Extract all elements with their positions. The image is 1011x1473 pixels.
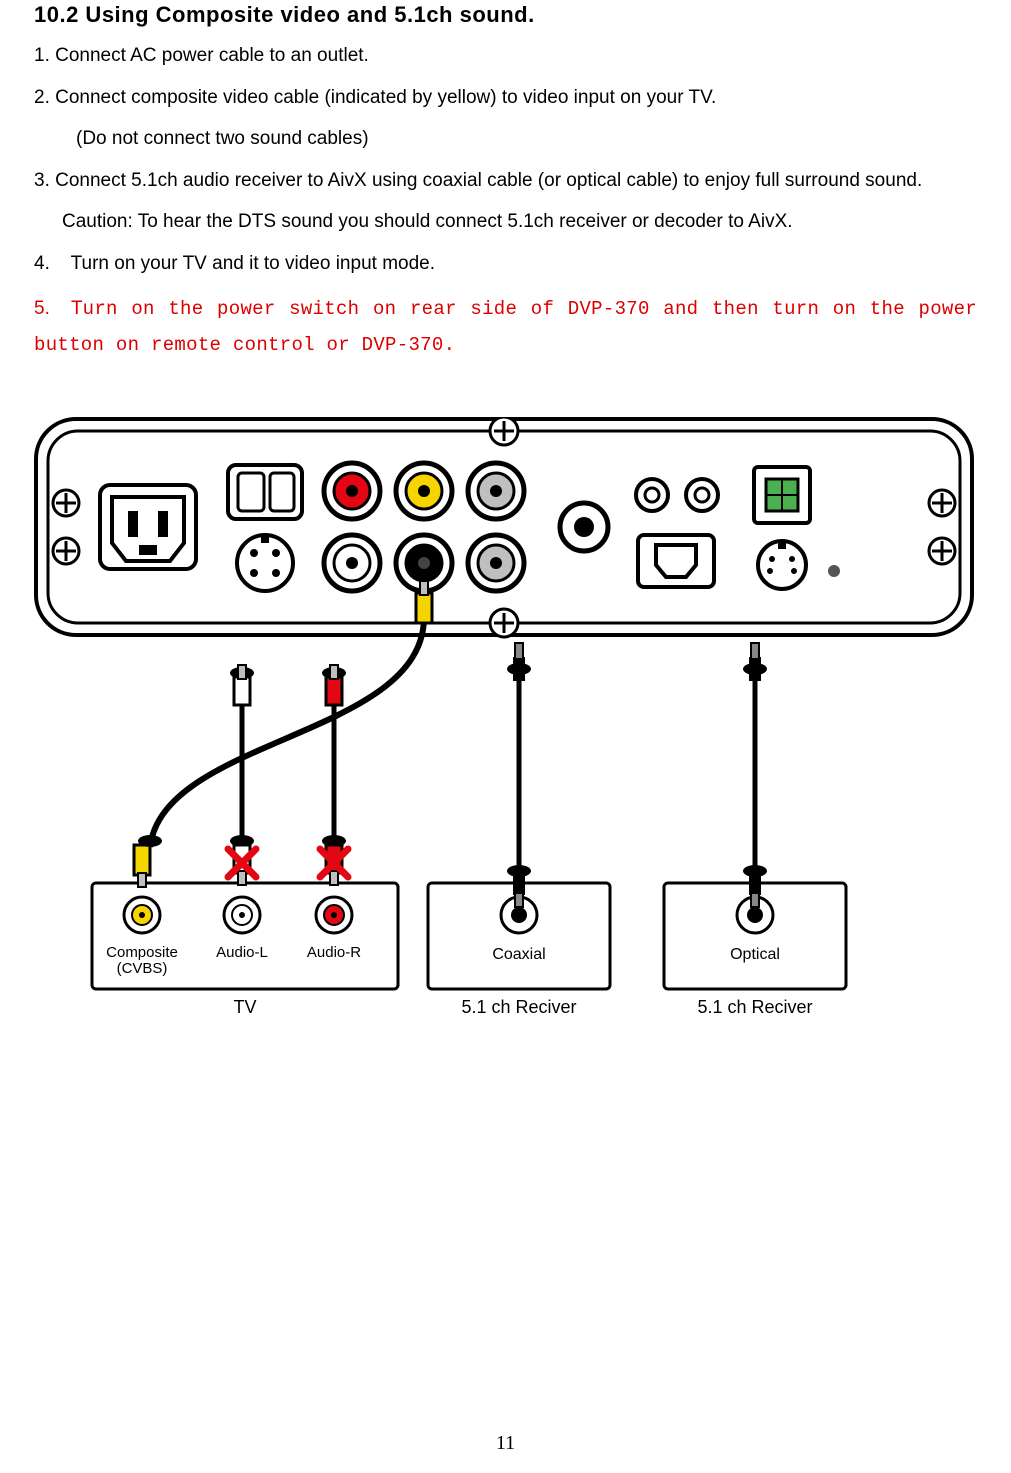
step-1: 1. Connect AC power cable to an outlet. xyxy=(34,42,977,70)
label-audio-r: Audio-R xyxy=(307,944,361,961)
led-icon xyxy=(828,565,840,577)
label-audio-l: Audio-L xyxy=(216,944,268,961)
power-switch-icon xyxy=(228,465,302,519)
screw-icon xyxy=(490,417,518,445)
step-3: 3. Connect 5.1ch audio receiver to AivX … xyxy=(34,167,977,195)
coax-cable xyxy=(507,643,531,907)
step-3-caution: Caution: To hear the DTS sound you shoul… xyxy=(62,208,977,236)
label-optical: Optical xyxy=(730,946,780,963)
tv-box: Composite (CVBS) Audio-L Audio-R TV xyxy=(92,883,398,1017)
red-cable xyxy=(320,665,348,885)
step-5-text: urn on the power switch on rear side of … xyxy=(34,298,977,356)
din-connector-icon xyxy=(237,535,293,591)
optical-port-icon xyxy=(754,467,810,523)
step-5-number: 5. T xyxy=(34,298,83,319)
connection-diagram: Composite (CVBS) Audio-L Audio-R TV Coax… xyxy=(34,417,977,1057)
svg-text:(CVBS): (CVBS) xyxy=(117,960,168,977)
svideo-icon xyxy=(758,541,806,589)
page-number: 11 xyxy=(0,1432,1011,1455)
coax-jack-icon xyxy=(560,503,608,551)
label-composite: Composite xyxy=(106,944,178,961)
label-coax-reciver: 5.1 ch Reciver xyxy=(461,997,576,1017)
step-2-note: (Do not connect two sound cables) xyxy=(76,125,977,153)
white-cable xyxy=(228,665,256,885)
document-page: 10.2 Using Composite video and 5.1ch sou… xyxy=(0,0,1011,1473)
label-coaxial: Coaxial xyxy=(492,946,545,963)
label-optical-reciver: 5.1 ch Reciver xyxy=(697,997,812,1017)
step-4: 4. Turn on your TV and it to video input… xyxy=(34,250,977,278)
label-tv: TV xyxy=(233,997,256,1017)
step-2: 2. Connect composite video cable (indica… xyxy=(34,84,977,112)
step-5: 5. Turn on the power switch on rear side… xyxy=(34,291,977,363)
usb-port-icon xyxy=(638,535,714,587)
optical-cable xyxy=(743,643,767,907)
ac-socket-icon xyxy=(100,485,196,569)
diagram-svg: Composite (CVBS) Audio-L Audio-R TV Coax… xyxy=(34,417,974,1057)
section-heading: 10.2 Using Composite video and 5.1ch sou… xyxy=(34,0,977,28)
